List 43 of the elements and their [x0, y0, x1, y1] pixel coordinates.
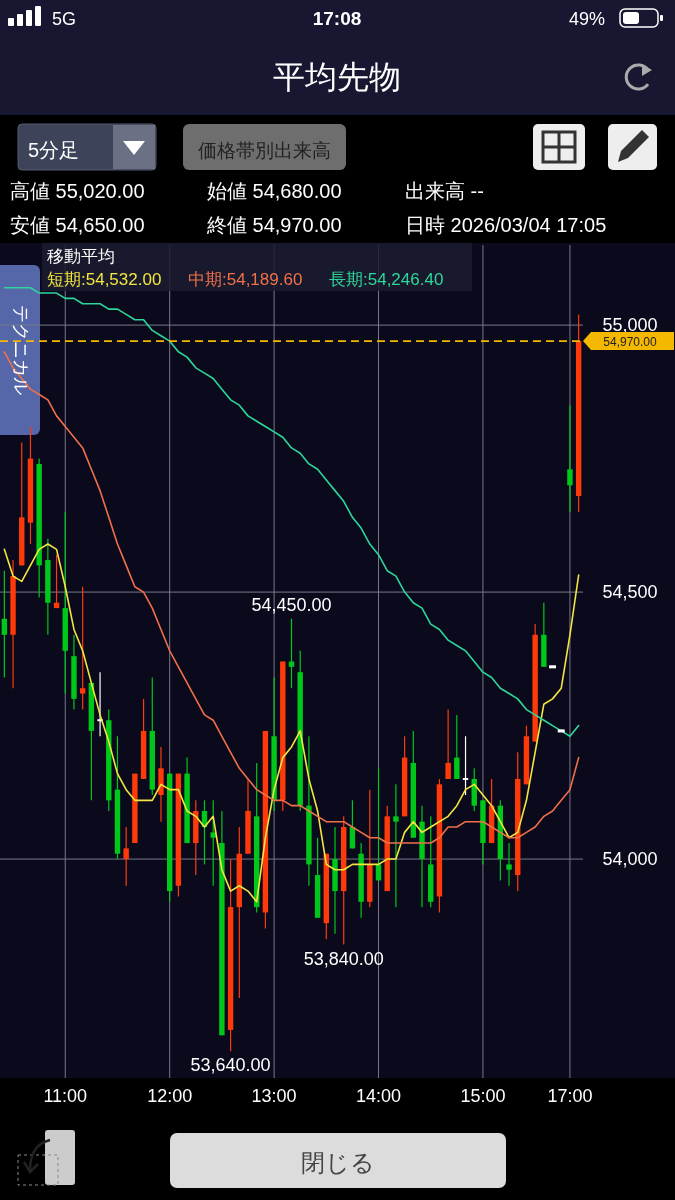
candlestick [462, 735, 469, 796]
candlestick [393, 783, 399, 908]
candlestick [567, 404, 573, 513]
text: 終値 54,970.00 [206, 214, 342, 236]
x-tick-label: 15:00 [460, 1086, 506, 1106]
x-tick-label: 11:00 [43, 1086, 88, 1106]
x-tick-label: 12:00 [147, 1086, 193, 1106]
text: 中期:54,189.60 [188, 270, 303, 289]
x-tick-label: 13:00 [251, 1086, 297, 1106]
text: 短期:54,532.00 [47, 270, 162, 289]
candlestick [1, 570, 8, 679]
chart-title: 平均先物 [273, 59, 401, 95]
text: 閉じる [301, 1149, 375, 1176]
annotation: 54,450.00 [251, 594, 332, 615]
x-tick-label: 14:00 [355, 1086, 402, 1106]
line-series [3, 286, 580, 738]
text: 17:08 [312, 8, 362, 29]
y-tick-label: 54,500 [602, 582, 658, 603]
ref-line-label: 54,970.00 [603, 334, 658, 349]
annotation: 53,640.00 [190, 1055, 271, 1076]
candlestick [445, 708, 451, 780]
text: 5分足 [28, 139, 80, 161]
y-tick-label: 54,000 [602, 849, 658, 870]
y-tick-label: 55,000 [602, 315, 658, 336]
text: 始値 54,680.00 [207, 180, 342, 202]
x-tick-label: 17:00 [547, 1086, 593, 1106]
candlestick [123, 826, 129, 887]
annotation: テクニカル [11, 305, 32, 395]
text: 日時 2026/03/04 17:05 [405, 214, 607, 236]
line-series [3, 543, 580, 903]
text: 長期:54,246.40 [329, 270, 444, 289]
text: 安値 54,650.00 [10, 214, 145, 236]
candlestick [506, 842, 512, 887]
text: 高値 55,020.00 [10, 180, 145, 202]
text: 5G [52, 9, 77, 29]
annotation: 53,840.00 [303, 948, 384, 969]
candlestick [210, 799, 216, 887]
candlestick [79, 586, 86, 711]
text: 49% [568, 9, 605, 29]
text: 出来高 -- [405, 180, 484, 202]
legend-title: 移動平均 [47, 247, 115, 266]
candlestick [454, 714, 460, 780]
text: 価格帯別出来高 [197, 140, 331, 161]
